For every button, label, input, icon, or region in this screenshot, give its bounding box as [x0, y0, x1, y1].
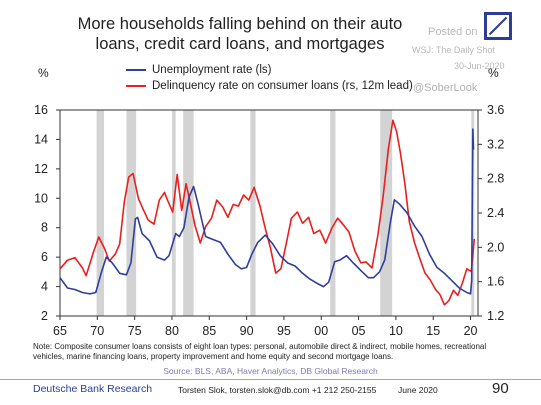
series-line-delinquency: [59, 119, 476, 306]
legend-item-unemployment: Unemployment rate (ls): [126, 62, 413, 78]
watermark-date: 30-Jun-2020: [454, 61, 505, 71]
left-tick-label-0: 2: [41, 309, 48, 323]
watermark-source: WSJ: The Daily Shot: [412, 45, 495, 55]
x-tick-label-8: 05: [352, 324, 366, 338]
watermark-handle: @SoberLook: [413, 82, 478, 94]
author-contact: Torsten Slok, torsten.slok@db.com +1 212…: [178, 385, 377, 395]
series-line-unemployment: [59, 128, 475, 295]
legend-label-unemployment: Unemployment rate (ls): [152, 64, 272, 76]
x-tick-label-5: 90: [240, 324, 254, 338]
x-tick-label-0: 65: [53, 324, 67, 338]
right-tick-label-1: 1.6: [487, 275, 504, 289]
footnote: Note: Composite consumer loans consists …: [33, 342, 487, 361]
legend-label-delinquency: Delinquency rate on consumer loans (rs, …: [152, 80, 413, 92]
recession-band-4: [250, 110, 256, 316]
x-tick-label-1: 70: [90, 324, 104, 338]
publication-date: June 2020: [398, 385, 438, 395]
recession-band-2: [171, 110, 176, 316]
right-tick-label-4: 2.8: [487, 172, 504, 186]
brand-name: Deutsche Bank Research: [33, 383, 153, 395]
left-tick-label-5: 12: [34, 162, 48, 176]
left-tick-label-1: 4: [41, 280, 48, 294]
right-tick-label-0: 1.2: [487, 309, 504, 323]
deutsche-bank-logo-icon: [484, 12, 512, 40]
right-tick-label-5: 3.2: [487, 137, 504, 151]
right-tick-label-3: 2.4: [487, 206, 504, 220]
x-tick-label-7: 00: [314, 324, 328, 338]
x-tick-label-6: 95: [277, 324, 291, 338]
legend-swatch-delinquency: [126, 85, 146, 87]
legend-swatch-unemployment: [126, 69, 146, 71]
recession-band-5: [330, 110, 336, 316]
recession-band-0: [96, 110, 105, 316]
left-axis-unit: %: [38, 66, 49, 80]
legend-item-delinquency: Delinquency rate on consumer loans (rs, …: [126, 78, 413, 94]
x-tick-label-11: 20: [464, 324, 478, 338]
right-axis-unit: %: [488, 66, 499, 80]
left-tick-label-7: 16: [34, 103, 48, 117]
left-tick-label-3: 8: [41, 221, 48, 235]
source-line: Source: BLS, ABA, Haver Analytics, DB Gl…: [163, 366, 378, 376]
x-tick-label-4: 85: [202, 324, 216, 338]
left-tick-label-6: 14: [34, 132, 48, 146]
chart-legend: Unemployment rate (ls) Delinquency rate …: [126, 62, 413, 94]
left-tick-label-4: 10: [34, 191, 48, 205]
right-tick-label-6: 3.6: [487, 103, 504, 117]
recession-band-3: [183, 110, 194, 316]
footer-divider: [0, 379, 541, 380]
watermark-posted: Posted on: [428, 26, 478, 38]
x-tick-label-10: 15: [426, 324, 440, 338]
right-tick-label-2: 2.0: [487, 240, 504, 254]
page-number: 90: [492, 380, 509, 397]
x-tick-label-3: 80: [165, 324, 179, 338]
recession-band-6: [380, 110, 393, 316]
x-tick-label-9: 10: [389, 324, 403, 338]
chart-title: More households falling behind on their …: [77, 15, 403, 53]
left-tick-label-2: 6: [41, 250, 48, 264]
x-tick-label-2: 75: [128, 324, 142, 338]
recession-band-1: [126, 110, 137, 316]
